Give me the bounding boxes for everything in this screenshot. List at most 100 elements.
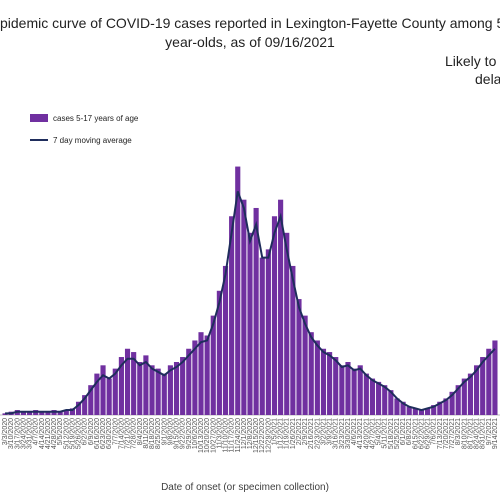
- x-tick-label: 4/14/2020: [39, 418, 46, 449]
- x-tick-label: 2/9/2021: [302, 418, 309, 445]
- x-tick-label: 9/22/2020: [180, 418, 187, 449]
- bar: [320, 348, 327, 415]
- x-tick-label: 8/11/2020: [143, 418, 150, 449]
- bar: [339, 365, 345, 415]
- bar: [112, 368, 118, 415]
- bar: [394, 398, 400, 415]
- bar: [63, 410, 69, 415]
- x-tick-label: 4/21/2020: [45, 418, 52, 449]
- x-tick-label: 12/1/2020: [241, 418, 248, 449]
- bar: [131, 352, 137, 415]
- x-tick-label: 3/10/2020: [8, 418, 15, 449]
- bar: [222, 265, 229, 415]
- bar: [314, 340, 320, 415]
- bar: [82, 395, 88, 415]
- bar: [186, 348, 192, 415]
- x-tick-label: 6/23/2020: [100, 418, 107, 449]
- x-tick-label: 9/29/2020: [186, 418, 193, 449]
- legend-label: 7 day moving average: [53, 136, 132, 145]
- bar: [229, 216, 235, 415]
- bar: [75, 401, 82, 415]
- x-tick-label: 9/14/2021: [492, 418, 499, 449]
- bar: [155, 368, 161, 415]
- x-tick-label: 3/16/2021: [333, 418, 340, 449]
- chart-subtitle: year-olds, as of 09/16/2021: [165, 34, 335, 50]
- x-tick-label: 7/21/2020: [125, 418, 132, 449]
- bar: [173, 362, 180, 415]
- bar: [449, 391, 455, 415]
- bar: [290, 265, 296, 415]
- x-axis-label: Date of onset (or specimen collection): [161, 482, 329, 493]
- bar: [376, 381, 382, 415]
- x-tick-label: 4/7/2020: [33, 418, 40, 445]
- bar: [486, 348, 492, 415]
- x-tick-label: 8/4/2020: [137, 418, 144, 445]
- bar: [118, 357, 124, 415]
- bar: [20, 411, 27, 415]
- x-tick-label: 9/8/2020: [167, 418, 174, 445]
- x-tick-label: 6/1/2021: [400, 418, 407, 445]
- annotation: Likely to: [445, 53, 497, 69]
- x-tick-label: 8/31/2021: [480, 418, 487, 449]
- x-tick-label: 10/13/2020: [198, 418, 205, 453]
- x-tick-label: 3/2/2021: [320, 418, 327, 445]
- bar: [473, 365, 480, 415]
- bar: [241, 199, 247, 415]
- x-tick-label: 2/16/2021: [308, 418, 315, 449]
- bar: [345, 362, 351, 415]
- x-tick-label: 3/9/2021: [327, 418, 334, 445]
- bar: [204, 335, 210, 415]
- x-tick-label: 12/29/2020: [265, 418, 272, 453]
- x-tick-label: 1/26/2021: [290, 418, 297, 449]
- bar: [400, 401, 406, 415]
- x-tick-label: 6/9/2020: [88, 418, 95, 445]
- bar: [124, 348, 131, 415]
- x-tick-label: 7/6/2021: [431, 418, 438, 445]
- bar: [406, 406, 412, 415]
- x-tick-label: 6/15/2021: [412, 418, 419, 449]
- bar: [88, 385, 94, 415]
- x-tick-label: 2/23/2021: [314, 418, 321, 449]
- bar: [271, 216, 278, 415]
- bar: [259, 257, 265, 415]
- x-tick-label: 12/15/2020: [253, 418, 260, 453]
- bar: [431, 405, 437, 415]
- x-tick-label: 5/4/2021: [376, 418, 383, 445]
- x-tick-label: 7/27/2021: [449, 418, 456, 449]
- bar: [333, 357, 339, 415]
- bar: [278, 199, 284, 415]
- bar: [192, 340, 198, 415]
- bar: [412, 408, 418, 415]
- x-tick-label: 3/30/2021: [345, 418, 352, 449]
- x-tick-label: 4/27/2021: [369, 418, 376, 449]
- annotation: dela: [475, 71, 500, 87]
- bar: [308, 332, 314, 415]
- x-tick-label: 8/25/2020: [155, 418, 162, 449]
- x-tick-label: 6/22/2021: [418, 418, 425, 449]
- bar: [26, 411, 33, 415]
- x-tick-label: 10/20/2020: [204, 418, 211, 453]
- x-tick-label: 4/13/2021: [357, 418, 364, 449]
- bar: [247, 232, 253, 415]
- bar: [161, 373, 167, 415]
- x-tick-label: 5/19/2020: [69, 418, 76, 449]
- bar: [351, 368, 357, 415]
- x-tick-label: 7/14/2020: [118, 418, 125, 449]
- x-tick-label: 3/17/2020: [14, 418, 21, 449]
- x-tick-label: 1/5/2021: [271, 418, 278, 445]
- bar: [369, 378, 376, 415]
- x-tick-label: 7/20/2021: [443, 418, 450, 449]
- bar: [480, 357, 486, 415]
- x-tick-label: 3/24/2020: [20, 418, 27, 449]
- x-tick-label: 8/3/2021: [455, 418, 462, 445]
- x-tick-label: 10/27/2020: [210, 418, 217, 453]
- bar: [210, 315, 216, 415]
- x-tick-label: 11/24/2020: [235, 418, 242, 453]
- x-tick-label: 8/17/2021: [467, 418, 474, 449]
- x-tick-label: 4/28/2020: [51, 418, 58, 449]
- bar: [167, 365, 173, 415]
- bar: [455, 385, 461, 415]
- bar: [39, 411, 45, 415]
- x-tick-label: 5/26/2020: [76, 418, 83, 449]
